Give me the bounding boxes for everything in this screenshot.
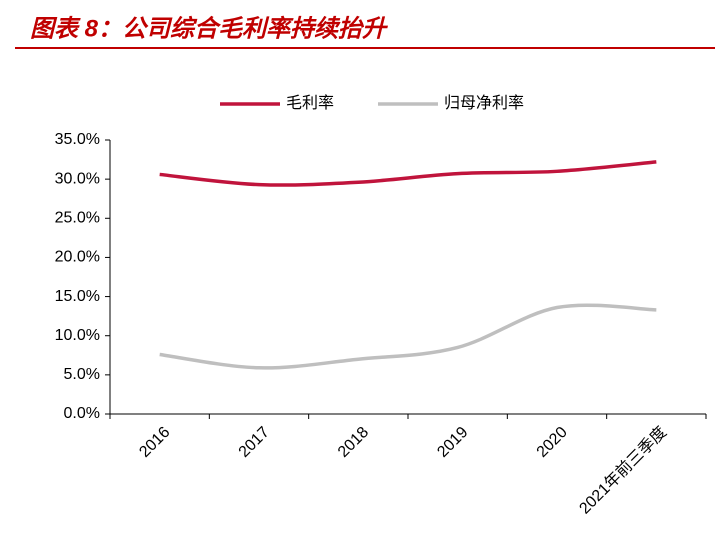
x-tick-label: 2021年前三季度 [576,423,670,517]
x-tick-label: 2017 [236,424,273,461]
legend-label: 归母净利率 [444,94,524,112]
x-tick-label: 2018 [335,424,372,461]
x-tick-label: 2016 [136,424,173,461]
y-tick-label: 15.0% [55,288,100,305]
series-line [159,303,657,370]
y-tick-label: 30.0% [55,170,100,187]
y-tick-label: 35.0% [55,131,100,148]
x-tick-label: 2020 [534,424,571,461]
y-tick-label: 25.0% [55,210,100,227]
chart-title: 图表 8：公司综合毛利率持续抬升 [30,15,389,42]
y-tick-label: 20.0% [55,249,100,266]
y-tick-label: 10.0% [55,327,100,344]
series-line [159,160,657,187]
y-tick-label: 5.0% [64,366,100,383]
y-tick-label: 0.0% [64,405,100,422]
x-tick-label: 2019 [434,424,471,461]
legend-label: 毛利率 [286,94,334,112]
